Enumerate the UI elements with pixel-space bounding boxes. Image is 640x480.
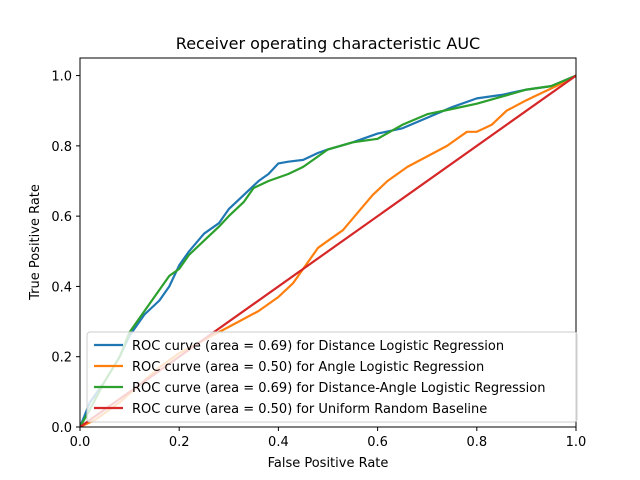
series-line-2: [80, 74, 576, 427]
y-tick-label: 0.2: [51, 351, 72, 366]
y-tick-label: 0.4: [51, 280, 72, 295]
x-tick-label: 0.2: [169, 435, 190, 450]
legend-entry-1: ROC curve (area = 0.50) for Angle Logist…: [132, 360, 484, 375]
plot-frame: [79, 57, 577, 428]
x-tick-label: 0.4: [268, 435, 289, 450]
x-tick-label: 0.0: [70, 435, 91, 450]
x-tick-label: 0.8: [466, 435, 487, 450]
y-tick-label: 1.0: [51, 70, 72, 85]
x-tick-label: 1.0: [566, 435, 587, 450]
x-axis-label: False Positive Rate: [268, 456, 389, 471]
y-tick-label: 0.0: [51, 421, 72, 436]
legend-entry-2: ROC curve (area = 0.69) for Distance-Ang…: [132, 381, 545, 396]
axes: 0.0 0.2 0.4 0.6 0.8 1.0 0.0 0.2 0.4 0.6 0.8 1.0: [51, 57, 587, 450]
y-tick-label: 0.6: [51, 210, 72, 225]
legend: ROC curve (area = 0.69) for Distance Log…: [86, 331, 578, 423]
y-tick-label: 0.8: [51, 140, 72, 155]
y-axis-label: True Positive Rate: [28, 184, 43, 301]
legend-entry-0: ROC curve (area = 0.69) for Distance Log…: [132, 339, 504, 354]
x-tick-label: 0.6: [367, 435, 388, 450]
chart-title: Receiver operating characteristic AUC: [176, 34, 480, 53]
legend-box: [86, 331, 578, 423]
series-line-0: [80, 74, 576, 427]
legend-entry-3: ROC curve (area = 0.50) for Uniform Rand…: [132, 402, 487, 417]
